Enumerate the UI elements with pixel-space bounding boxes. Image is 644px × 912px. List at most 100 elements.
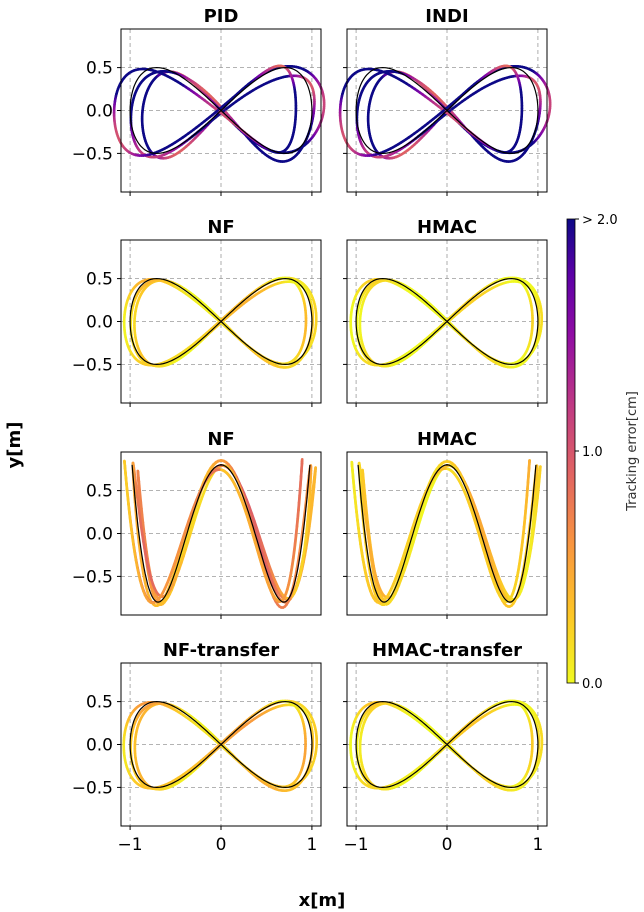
y-tick-label: 0.0 [86, 525, 113, 545]
subplot-grid: PID −0.5 0.0 0.5 INDI NF −0.5 0.0 0.5 HMAC NF −0.5 0… [72, 6, 552, 855]
x-tick-label: 0 [216, 835, 227, 855]
trajectory-segment [359, 543, 364, 554]
trajectory-segment [174, 557, 180, 568]
x-tick-label: 1 [306, 835, 317, 855]
trajectory-segment [300, 527, 305, 539]
trajectory-segment [178, 551, 184, 562]
trajectory-segment [135, 524, 140, 536]
y-tick-label: 0.5 [86, 270, 113, 290]
trajectory-segment [215, 743, 221, 749]
trajectory-segment [408, 526, 414, 538]
trajectory-segment [182, 526, 188, 538]
trajectory-segment [258, 541, 264, 552]
trajectory-segment [302, 511, 307, 522]
trajectory-segment [355, 510, 359, 522]
reference-trajectory [129, 700, 313, 789]
subplot-title: INDI [425, 6, 468, 27]
trajectory-segment [177, 541, 183, 552]
trajectory-segment [128, 518, 133, 530]
subplot-6: HMAC [343, 429, 548, 619]
trajectory-segment [441, 320, 447, 326]
trajectory-segment [182, 533, 188, 545]
y-tick-label: −0.5 [72, 567, 113, 587]
y-tick-label: −0.5 [72, 778, 113, 798]
trajectory-segment [356, 518, 360, 530]
trajectory-segment [255, 527, 261, 538]
trajectory-segment [484, 550, 490, 562]
trajectory-segment [184, 525, 190, 537]
trajectory-segment [483, 534, 489, 545]
reference-trajectory [355, 277, 539, 366]
y-tick-label: 0.5 [86, 59, 113, 79]
reference-trajectory [129, 66, 313, 155]
subplot-title: PID [204, 6, 239, 27]
trajectory-segment [179, 534, 186, 545]
y-tick-label: 0.0 [86, 102, 113, 122]
trajectory-segment [295, 517, 299, 528]
subplot-title: NF [207, 429, 234, 450]
x-tick-label: −1 [118, 835, 143, 855]
trajectory-segment [177, 549, 183, 561]
reference-trajectory [129, 277, 313, 366]
reference-trajectory [357, 464, 537, 603]
subplot-title: NF [207, 217, 234, 238]
trajectory-segment [253, 534, 259, 546]
trajectory-segment [127, 502, 131, 514]
reference-trajectory [131, 464, 311, 603]
trajectory-segment [365, 549, 369, 560]
subplot-title: HMAC [417, 429, 477, 450]
trajectory-segment [403, 542, 409, 553]
subplot-1: PID −0.5 0.0 0.5 [72, 6, 326, 196]
trajectory-segment [127, 510, 132, 522]
trajectory-segment [292, 541, 297, 553]
subplot-8: HMAC-transfer−1 0 1 [343, 640, 548, 855]
y-tick-label: 0.0 [86, 736, 113, 756]
trajectory-segment [215, 320, 221, 326]
trajectory-segment [136, 533, 141, 544]
trajectory-segment [358, 535, 362, 546]
trajectory-segment [298, 543, 302, 555]
subplot-title: NF-transfer [163, 640, 279, 661]
trajectory-segment [521, 525, 526, 537]
trajectory-segment [477, 533, 483, 544]
y-tick-label: 0.0 [86, 313, 113, 333]
trajectory-segment [519, 541, 524, 553]
trajectory-segment [134, 508, 138, 520]
trajectory-segment [299, 535, 304, 547]
trajectory-segment [180, 543, 186, 554]
trajectory-segment [481, 527, 487, 538]
subplot-2: INDI [338, 6, 552, 196]
subplot-3: NF −0.5 0.0 0.5 [72, 217, 322, 407]
y-tick-label: −0.5 [72, 355, 113, 375]
trajectory-segment [130, 535, 135, 546]
y-tick-label: −0.5 [72, 144, 113, 164]
trajectory-segment [297, 501, 301, 512]
trajectory-segment [406, 534, 412, 545]
trajectory-segment [475, 526, 481, 537]
subplot-title: HMAC [417, 217, 477, 238]
trajectory-segment [294, 525, 299, 537]
reference-trajectory [355, 66, 539, 155]
subplot-5: NF −0.5 0.0 0.5 [72, 429, 322, 619]
trajectory-segment [253, 519, 259, 530]
trajectory-segment [520, 533, 525, 545]
y-tick-label: 0.5 [86, 693, 113, 713]
trajectory-segment [137, 541, 142, 553]
trajectory-segment [301, 519, 306, 530]
trajectory-segment [293, 533, 298, 545]
subplot-4: HMAC [343, 217, 548, 407]
trajectory-segment [296, 551, 301, 563]
trajectory-segment [439, 109, 446, 114]
subplot-7: NF-transfer −0.5 0.0 0.5 −1 0 1 [72, 640, 322, 855]
trajectory-segment [357, 526, 361, 538]
trajectory-segment [523, 509, 527, 520]
trajectory-segment [414, 526, 420, 537]
trajectory-segment [132, 543, 136, 554]
trajectory-segment [522, 517, 527, 528]
trajectory-segment [478, 519, 484, 530]
trajectory-segment [129, 526, 134, 538]
trajectory-segment [213, 109, 220, 114]
trajectory-segment [138, 549, 143, 561]
trajectory-segment [296, 508, 300, 520]
